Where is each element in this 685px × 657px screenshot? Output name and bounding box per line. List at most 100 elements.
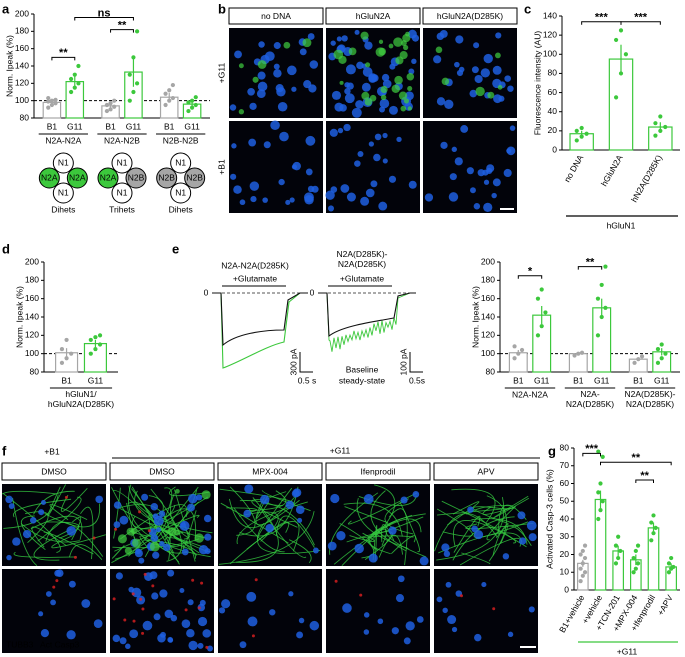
cell-signal <box>369 94 377 102</box>
nucleus <box>231 143 237 149</box>
significance-label: ** <box>640 470 649 482</box>
category-label: N2A-N2B <box>104 135 140 145</box>
panel-label: g <box>548 443 556 458</box>
data-point <box>631 570 636 575</box>
nucleus <box>355 100 364 109</box>
nucleus <box>95 495 103 504</box>
nucleus <box>436 32 445 41</box>
nucleus <box>471 525 479 533</box>
data-point <box>595 296 601 301</box>
data-point <box>666 561 672 566</box>
casp3-signal <box>143 572 147 576</box>
nucleus <box>491 192 497 199</box>
casp3-signal <box>138 510 142 514</box>
nucleus <box>442 607 448 614</box>
nucleus <box>159 541 165 547</box>
nucleus <box>477 169 485 177</box>
nucleus <box>278 178 285 186</box>
data-point <box>59 346 65 352</box>
data-point <box>543 310 548 315</box>
casp3-signal <box>141 631 145 635</box>
nucleus <box>330 186 338 193</box>
data-point <box>88 351 93 356</box>
micrograph-content <box>334 575 424 645</box>
nucleus <box>483 53 493 64</box>
casp3-signal <box>251 634 255 638</box>
nucleus <box>273 63 280 70</box>
data-point <box>53 101 58 106</box>
series-label: B1 <box>47 121 58 131</box>
casp3-signal <box>254 578 258 582</box>
row-label: +G11 <box>216 63 226 84</box>
nucleus <box>451 626 458 633</box>
y-tick-label: 160 <box>15 43 29 53</box>
group-label: +G11 <box>617 646 638 656</box>
neurite <box>20 515 46 551</box>
column-header: DMSO <box>149 466 175 476</box>
nucleus <box>330 40 336 46</box>
neurite <box>486 507 514 541</box>
cell-signal <box>361 91 370 100</box>
nucleus <box>381 73 390 82</box>
nucleus <box>167 569 175 577</box>
data-point <box>49 98 54 103</box>
micrograph-content <box>1 484 106 567</box>
data-point <box>539 324 544 329</box>
subunit <box>66 167 88 189</box>
neurite <box>169 486 210 497</box>
cell-signal <box>403 98 410 104</box>
subunit-label: N2B <box>158 172 175 182</box>
panel-label: c <box>524 1 531 16</box>
data-point <box>596 449 601 454</box>
nucleus <box>382 132 388 139</box>
nucleus <box>486 164 495 173</box>
subunit-label: N1 <box>175 187 186 197</box>
y-tick-label: 80 <box>548 68 558 78</box>
nucleus <box>502 553 510 560</box>
nucleus <box>307 33 315 40</box>
column-header-box <box>228 7 324 25</box>
nucleus <box>344 93 355 104</box>
nucleus <box>474 74 483 84</box>
casp3-signal <box>131 592 135 596</box>
significance-bracket <box>635 479 654 483</box>
neurite <box>112 538 200 549</box>
nucleus <box>331 90 342 100</box>
y-axis-label: Activated Casp-3 cells (%) <box>544 469 554 569</box>
data-point <box>512 344 517 349</box>
cell-signal <box>132 538 141 548</box>
category-label: hN2A(D285K) <box>629 153 664 204</box>
subunit <box>52 182 74 204</box>
nucleus <box>239 641 247 649</box>
cell-signal <box>302 38 312 48</box>
y-tick-label: 10 <box>560 567 570 577</box>
nucleus <box>203 514 212 523</box>
casp3-signal <box>334 579 338 583</box>
y-tick-label: 200 <box>481 256 495 266</box>
y-tick-label: 60 <box>548 87 558 97</box>
neurite <box>255 496 300 526</box>
subunit <box>97 167 119 189</box>
diagram-label: Dihets <box>51 204 75 214</box>
cell-signal <box>238 109 245 115</box>
data-point <box>112 104 117 109</box>
neurite <box>451 488 496 523</box>
casp3-signal <box>123 618 127 622</box>
y-tick-label: 60 <box>560 478 570 488</box>
neurite <box>486 495 507 562</box>
nucleus <box>119 515 129 525</box>
data-point <box>613 543 619 548</box>
nucleus <box>265 51 275 62</box>
y-tick-label: 0 <box>552 144 557 154</box>
nucleus <box>467 506 474 513</box>
micrograph-content <box>230 120 319 206</box>
data-point <box>603 305 608 310</box>
data-point <box>46 95 51 101</box>
group-label: hGluN1 <box>607 220 636 230</box>
nucleus <box>285 199 291 206</box>
nucleus <box>202 629 212 638</box>
y-tick-label: 100 <box>15 95 29 105</box>
neurite <box>453 515 481 553</box>
data-point <box>623 52 629 57</box>
y-tick-label: 140 <box>15 60 29 70</box>
